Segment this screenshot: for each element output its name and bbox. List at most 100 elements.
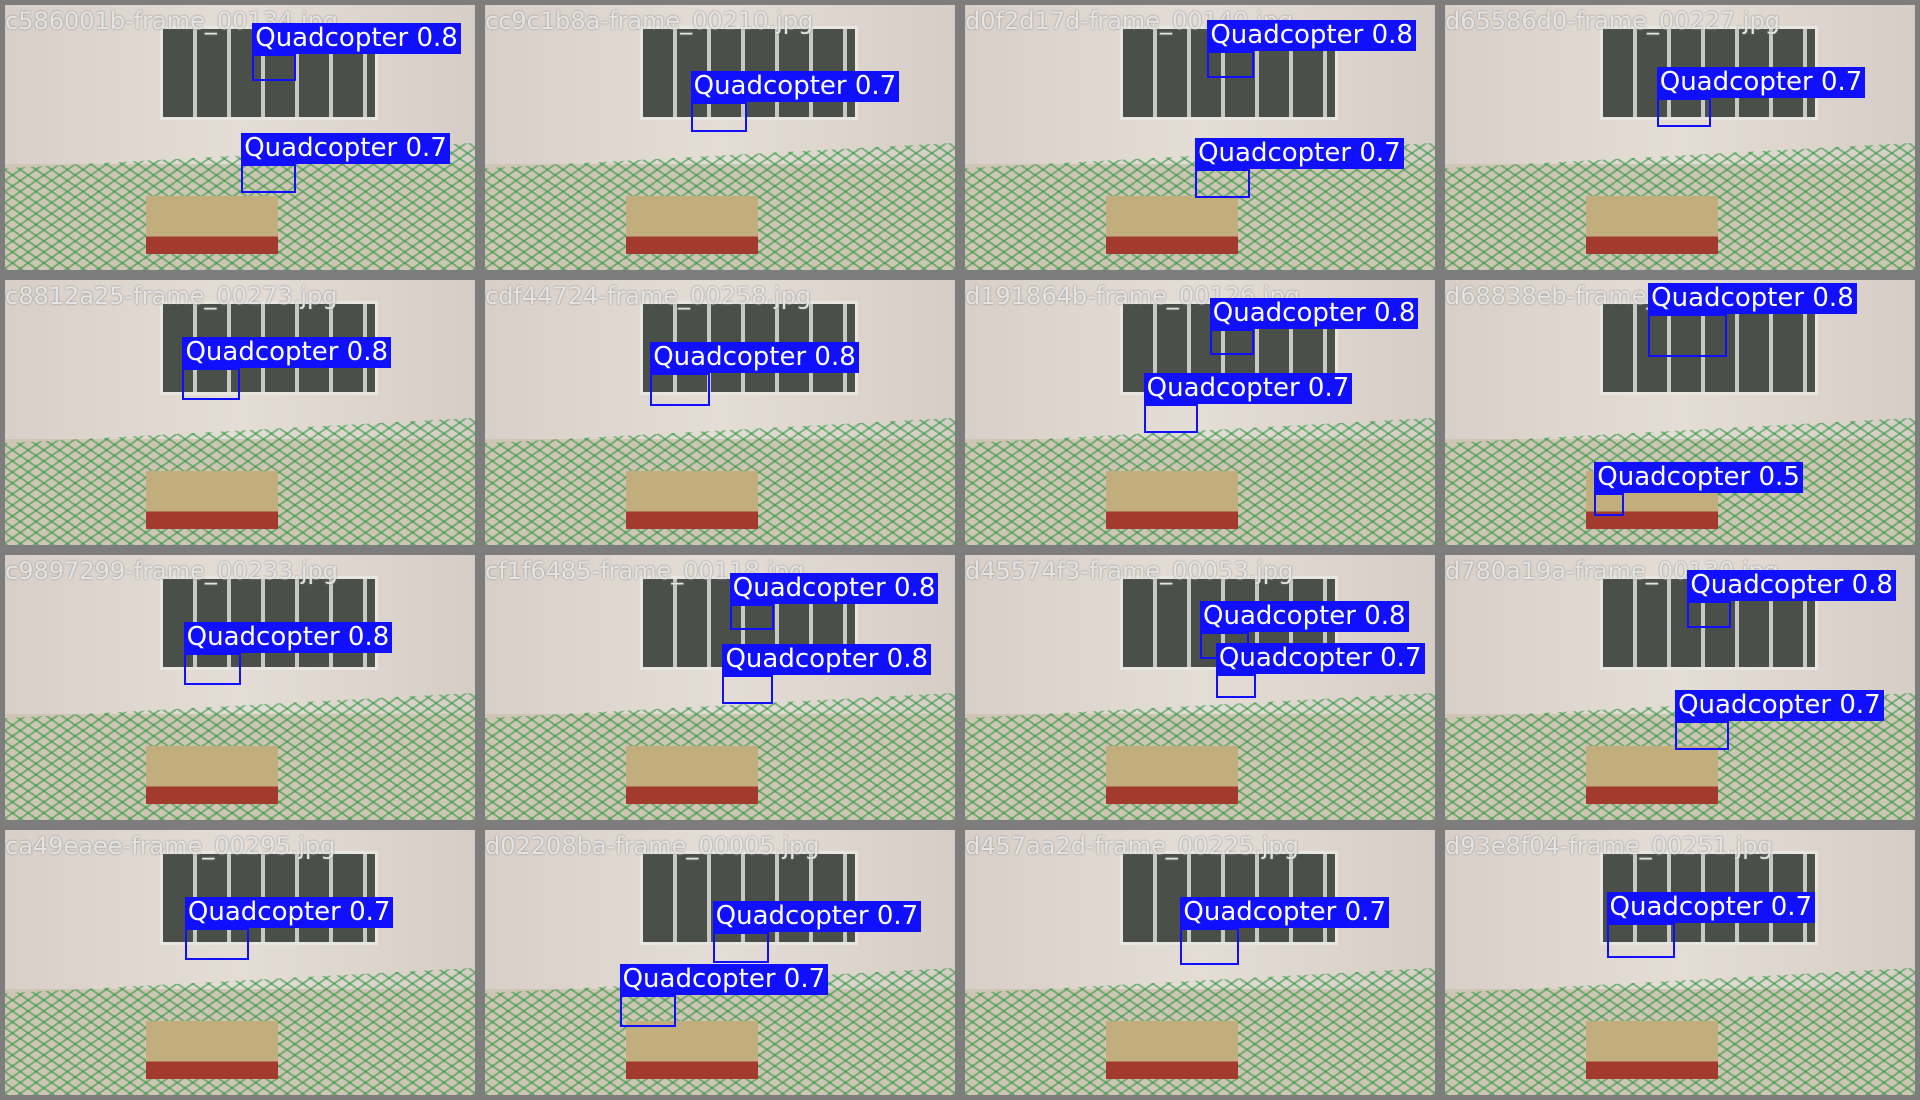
- cardboard-box: [626, 1020, 758, 1080]
- bounding-box: [1209, 328, 1254, 355]
- image-tile: c8812a25-frame_00273.jpg Quadcopter 0.8: [0, 275, 480, 550]
- window: [1600, 301, 1818, 395]
- bounding-box: [1675, 721, 1729, 750]
- detection-label: Quadcopter 0.8: [252, 22, 461, 54]
- detection-label: Quadcopter 0.7: [712, 900, 922, 932]
- image-tile: d68838eb-frame_00185.jpg Quadcopter 0.8 Qu…: [1440, 275, 1920, 550]
- photo: [1445, 280, 1915, 545]
- detection-label: Quadcopter 0.7: [184, 896, 394, 928]
- bounding-box: [1195, 168, 1251, 199]
- detection-label: Quadcopter 0.8: [1648, 283, 1857, 315]
- bounding-box: [182, 368, 240, 400]
- detection-label: Quadcopter 0.7: [241, 133, 450, 165]
- cardboard-box: [626, 195, 758, 255]
- detection-label: Quadcopter 0.5: [1594, 461, 1803, 493]
- image-tile: cdf44724-frame_00258.jpg Quadcopter 0.8: [480, 275, 960, 550]
- cardboard-box: [1586, 745, 1718, 805]
- bounding-box: [722, 674, 773, 705]
- detection-label: Quadcopter 0.7: [1180, 896, 1389, 928]
- filename: d457aa2d-frame_00225.jpg: [965, 832, 1299, 860]
- photo: [1445, 830, 1915, 1095]
- filename: cdf44724-frame_00258.jpg: [485, 282, 812, 310]
- filename: d45574f3-frame_00053.jpg: [965, 557, 1294, 585]
- bounding-box: [1687, 601, 1732, 629]
- photo: [485, 830, 955, 1095]
- cardboard-box: [626, 470, 758, 530]
- bounding-box: [1648, 314, 1727, 358]
- bounding-box: [1207, 51, 1254, 79]
- image-tile: d02208ba-frame_00005.jpg Quadcopter 0.7 Qu…: [480, 825, 960, 1100]
- cardboard-box: [626, 745, 758, 805]
- photo: [5, 830, 475, 1095]
- cardboard-box: [146, 1020, 278, 1080]
- image-tile: c586001b-frame_00134.jpg Quadcopter 0.8 Qu…: [0, 0, 480, 275]
- detection-label: Quadcopter 0.8: [1209, 297, 1419, 329]
- detection-label: Quadcopter 0.8: [183, 621, 393, 653]
- filename: d93e8f04-frame_00251.jpg: [1445, 832, 1773, 860]
- image-tile: d93e8f04-frame_00251.jpg Quadcopter 0.7: [1440, 825, 1920, 1100]
- detection-label: Quadcopter 0.7: [1143, 372, 1353, 404]
- detection-label: Quadcopter 0.7: [1675, 690, 1884, 722]
- detection-label: Quadcopter 0.8: [722, 643, 932, 675]
- bounding-box: [241, 164, 297, 194]
- photo: [965, 830, 1435, 1095]
- image-tile: d780a19a-frame_00130.jpg Quadcopter 0.8 Qu…: [1440, 550, 1920, 825]
- detection-label: Quadcopter 0.8: [650, 341, 859, 373]
- cardboard-box: [1586, 195, 1718, 255]
- bounding-box: [712, 931, 769, 964]
- detection-label: Quadcopter 0.7: [619, 964, 829, 996]
- bounding-box: [184, 927, 249, 960]
- bounding-box: [1594, 492, 1624, 517]
- bounding-box: [183, 652, 242, 685]
- photo: [5, 555, 475, 820]
- detection-label: Quadcopter 0.7: [690, 70, 900, 102]
- detection-label: Quadcopter 0.7: [1656, 66, 1866, 98]
- bounding-box: [1180, 927, 1240, 965]
- bounding-box: [650, 372, 711, 406]
- bounding-box: [1143, 403, 1198, 433]
- image-tile: ca49eaee-frame_00295.jpg Quadcopter 0.7: [0, 825, 480, 1100]
- detection-label: Quadcopter 0.8: [729, 572, 939, 604]
- detection-label: Quadcopter 0.7: [1195, 137, 1404, 169]
- image-tile: c9897299-frame_00233.jpg Quadcopter 0.8: [0, 550, 480, 825]
- cardboard-box: [1106, 745, 1238, 805]
- detection-label: Quadcopter 0.7: [1215, 642, 1425, 674]
- image-tile: d45574f3-frame_00053.jpg Quadcopter 0.8 Qu…: [960, 550, 1440, 825]
- bounding-box: [729, 603, 774, 630]
- image-tile: d65586d0-frame_00227.jpg Quadcopter 0.7: [1440, 0, 1920, 275]
- cardboard-box: [146, 195, 278, 255]
- filename: c9897299-frame_00233.jpg: [5, 557, 339, 585]
- image-tile: cc9c1b8a-frame_00210.jpg Quadcopter 0.7: [480, 0, 960, 275]
- photo: [485, 5, 955, 270]
- detection-label: Quadcopter 0.7: [1606, 891, 1816, 923]
- filename: c8812a25-frame_00273.jpg: [5, 282, 338, 310]
- cardboard-box: [1586, 1020, 1718, 1080]
- detection-label: Quadcopter 0.8: [1200, 601, 1409, 633]
- image-tile: d0f2d17d-frame_00140.jpg Quadcopter 0.8 Qu…: [960, 0, 1440, 275]
- cardboard-box: [1106, 1020, 1238, 1080]
- cardboard-box: [1106, 195, 1238, 255]
- image-tile: d457aa2d-frame_00225.jpg Quadcopter 0.7: [960, 825, 1440, 1100]
- photo: [965, 555, 1435, 820]
- detection-label: Quadcopter 0.8: [1207, 20, 1416, 52]
- detection-label: Quadcopter 0.8: [1687, 570, 1896, 602]
- bounding-box: [252, 53, 297, 81]
- photo: [1445, 5, 1915, 270]
- cardboard-box: [146, 745, 278, 805]
- filename: d02208ba-frame_00005.jpg: [485, 832, 820, 860]
- filename: cc9c1b8a-frame_00210.jpg: [485, 7, 814, 35]
- bounding-box: [690, 101, 747, 133]
- cardboard-box: [1106, 470, 1238, 530]
- filename: d65586d0-frame_00227.jpg: [1445, 7, 1781, 35]
- bounding-box: [1656, 97, 1711, 128]
- image-tile: cf1f6485-frame_00118.jpg Quadcopter 0.8 Qu…: [480, 550, 960, 825]
- filename: ca49eaee-frame_00295.jpg: [5, 832, 336, 860]
- image-tile: d191864b-frame_00126.jpg Quadcopter 0.8 Qu…: [960, 275, 1440, 550]
- photo: [5, 280, 475, 545]
- bounding-box: [619, 995, 676, 1028]
- photo: [485, 280, 955, 545]
- detection-label: Quadcopter 0.8: [182, 337, 392, 369]
- bounding-box: [1215, 673, 1257, 699]
- cardboard-box: [146, 470, 278, 530]
